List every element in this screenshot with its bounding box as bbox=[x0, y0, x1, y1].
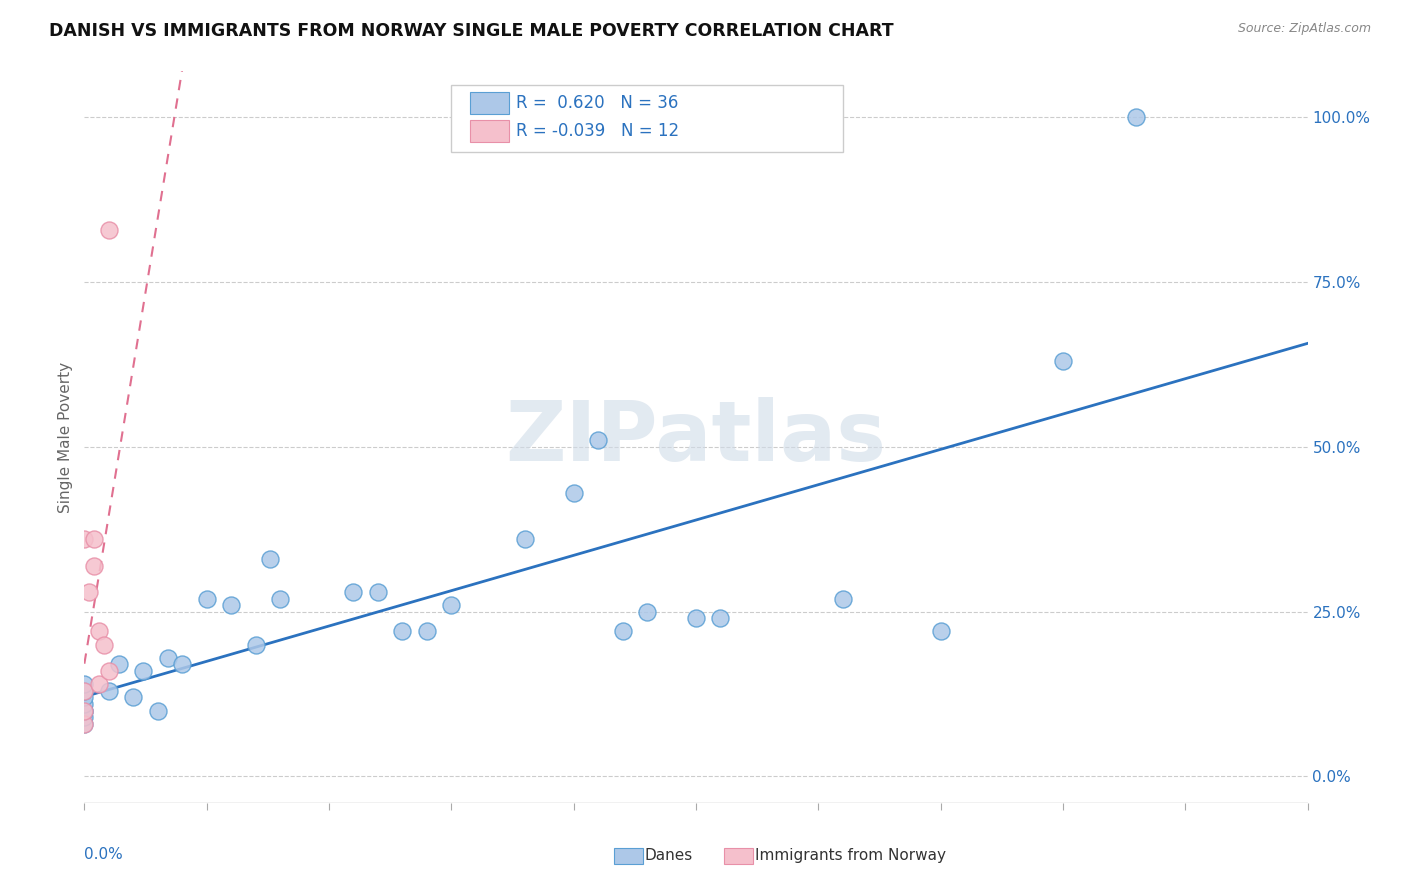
Point bbox=[342, 585, 364, 599]
Point bbox=[709, 611, 731, 625]
Point bbox=[636, 605, 658, 619]
Point bbox=[929, 624, 952, 639]
Text: Danes: Danes bbox=[644, 848, 693, 863]
Text: Immigrants from Norway: Immigrants from Norway bbox=[755, 848, 946, 863]
Point bbox=[391, 624, 413, 639]
Text: R =  0.620   N = 36: R = 0.620 N = 36 bbox=[516, 94, 679, 112]
Point bbox=[562, 486, 585, 500]
Point bbox=[259, 552, 281, 566]
Point bbox=[245, 638, 267, 652]
Text: Source: ZipAtlas.com: Source: ZipAtlas.com bbox=[1237, 22, 1371, 36]
Y-axis label: Single Male Poverty: Single Male Poverty bbox=[58, 361, 73, 513]
Point bbox=[146, 704, 169, 718]
FancyBboxPatch shape bbox=[470, 120, 509, 142]
Point bbox=[172, 657, 194, 672]
Point bbox=[513, 533, 536, 547]
Point bbox=[156, 650, 179, 665]
Point bbox=[73, 710, 96, 724]
Point bbox=[831, 591, 853, 606]
Point bbox=[73, 704, 96, 718]
Point bbox=[122, 690, 145, 705]
Point bbox=[1052, 354, 1074, 368]
Point bbox=[612, 624, 634, 639]
Point bbox=[73, 697, 96, 711]
Point bbox=[73, 533, 96, 547]
Point bbox=[87, 624, 110, 639]
Text: 0.0%: 0.0% bbox=[84, 847, 124, 862]
FancyBboxPatch shape bbox=[470, 92, 509, 114]
FancyBboxPatch shape bbox=[614, 848, 644, 864]
Point bbox=[93, 638, 115, 652]
Text: ZIPatlas: ZIPatlas bbox=[506, 397, 886, 477]
Point bbox=[73, 716, 96, 731]
Point bbox=[87, 677, 110, 691]
Point bbox=[97, 664, 120, 678]
Point bbox=[367, 585, 389, 599]
FancyBboxPatch shape bbox=[724, 848, 754, 864]
Point bbox=[73, 683, 96, 698]
Point bbox=[107, 657, 129, 672]
Point bbox=[73, 677, 96, 691]
Point bbox=[73, 690, 96, 705]
Point bbox=[586, 434, 609, 448]
Point bbox=[73, 683, 96, 698]
Point bbox=[416, 624, 439, 639]
Point bbox=[440, 598, 463, 612]
Point bbox=[83, 533, 105, 547]
Point bbox=[73, 704, 96, 718]
Point bbox=[219, 598, 242, 612]
Point bbox=[97, 683, 120, 698]
Point bbox=[1125, 111, 1147, 125]
Text: DANISH VS IMMIGRANTS FROM NORWAY SINGLE MALE POVERTY CORRELATION CHART: DANISH VS IMMIGRANTS FROM NORWAY SINGLE … bbox=[49, 22, 894, 40]
Point bbox=[132, 664, 155, 678]
Point bbox=[195, 591, 218, 606]
Point bbox=[269, 591, 291, 606]
Point bbox=[77, 585, 100, 599]
Point bbox=[97, 222, 120, 236]
Point bbox=[73, 716, 96, 731]
Point bbox=[685, 611, 707, 625]
FancyBboxPatch shape bbox=[451, 85, 842, 152]
Point bbox=[73, 704, 96, 718]
Point bbox=[83, 558, 105, 573]
Text: R = -0.039   N = 12: R = -0.039 N = 12 bbox=[516, 121, 679, 140]
